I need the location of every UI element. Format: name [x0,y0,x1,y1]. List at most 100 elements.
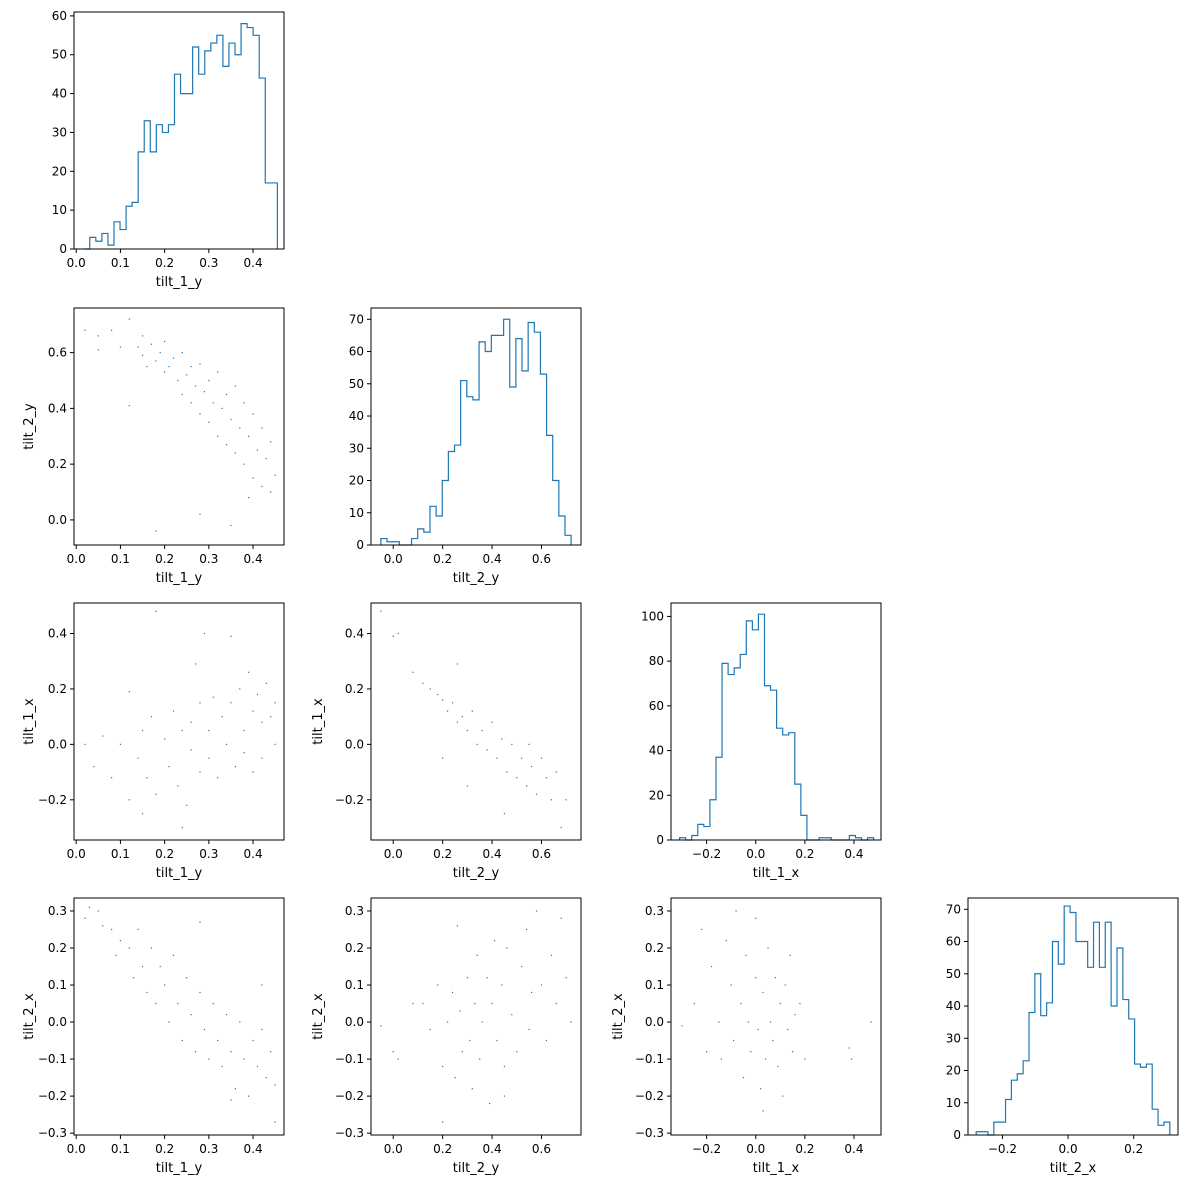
scatter-point [392,635,394,637]
scatter-point [550,799,552,801]
scatter-point [181,393,183,396]
scatter-point [164,984,166,986]
scatter-point [141,965,144,968]
scatter-point [784,984,786,986]
y-tick-label: 50 [52,48,67,62]
scatter-point [270,716,272,718]
y-tick-label: 30 [349,441,364,455]
y-tick-label: 0.3 [345,904,364,918]
scatter-point [274,702,276,704]
y-tick-label: 40 [52,87,67,101]
histogram-step-line [380,318,572,546]
scatter-point [212,1002,214,1005]
scatter-point [511,1014,513,1016]
x-tick-label: 0.4 [844,1142,863,1156]
x-axis-label: tilt_1_y [156,275,203,290]
scatter-point [146,991,148,994]
x-tick-label: 0.0 [384,847,403,861]
axes-frame [670,602,882,841]
scatter-point [848,1047,850,1049]
scatter-point [252,710,254,712]
scatter-point [239,1021,241,1023]
scatter-point [261,485,263,488]
histogram-panel-tilt_2_y: 0.0 0.2 0.4 0.6 0 10 20 30 40 50 60 70 tilt_2_y [349,307,582,586]
x-tick-label: 0.6 [532,552,551,566]
axes-frame [370,897,582,1136]
scatter-point [782,1095,784,1097]
axes-background [74,12,284,249]
scatter-point [208,1058,210,1060]
y-tick-label: 0.2 [48,941,67,955]
scatter-point [110,928,113,931]
scatter-point [97,335,99,337]
scatter-point [380,610,382,612]
scatter-point [397,632,399,635]
scatter-point [730,984,732,986]
scatter-point [274,474,276,476]
scatter-point [128,799,130,801]
scatter-point [137,928,139,931]
axes-background [671,898,881,1135]
scatter-point [501,738,503,740]
scatter-point [256,1065,259,1068]
scatter-point [429,1028,431,1031]
scatter-point [190,365,192,368]
y-tick-label: 0 [356,538,364,552]
scatter-point [733,1039,735,1042]
scatter-point [177,785,179,787]
scatter-point [270,491,272,493]
scatter-point [230,418,232,421]
scatter-point [755,977,757,979]
scatter-point [506,947,508,949]
scatter-point [261,427,263,429]
x-tick-label: 0.2 [155,847,174,861]
y-tick-label: 10 [349,506,364,520]
y-tick-label: 40 [649,744,664,758]
scatter-point [265,1077,267,1079]
scatter-point [190,1014,192,1016]
axes-frame [967,897,1179,1136]
scatter-point [203,1028,206,1031]
y-tick-label: −0.2 [335,793,364,807]
scatter-point [469,1039,471,1042]
scatter-point [496,1039,498,1042]
scatter-point [511,743,513,745]
scatter-point [110,329,113,331]
scatter-point [194,385,197,387]
scatter-point [437,984,439,986]
scatter-point [221,1065,223,1068]
x-tick-label: 0.0 [746,1142,765,1156]
scatter-point [243,752,245,754]
y-tick-label: 10 [52,203,67,217]
scatter-point [168,765,170,768]
scatter-point [750,1051,752,1053]
y-tick-label: 80 [649,654,664,668]
scatter-point [774,977,776,979]
y-tick-label: −0.3 [335,1126,364,1140]
scatter-point [186,804,188,806]
scatter-point [256,693,259,696]
scatter-point [248,671,250,673]
y-tick-label: 40 [946,999,961,1013]
x-axis-label: tilt_2_y [453,1161,500,1176]
x-tick-label: 0.1 [111,256,130,270]
y-tick-label: 20 [946,1064,961,1078]
scatter-point [565,977,567,979]
scatter-point [252,477,254,479]
scatter-point [181,729,183,732]
x-tick-label: 0.4 [483,847,502,861]
scatter-point [456,663,459,665]
y-tick-label: 0.0 [48,513,67,527]
scatter-point [234,385,236,387]
y-axis-label: tilt_2_x [22,993,37,1040]
x-tick-label: 0.4 [244,847,263,861]
x-tick-label: 0.6 [532,1142,551,1156]
axes-frame [370,307,582,546]
y-axis-label: tilt_2_x [611,993,626,1040]
axes-background [74,603,284,840]
scatter-point [466,977,468,979]
scatter-point [181,1039,183,1042]
scatter-point [442,1121,444,1123]
scatter-point [555,771,557,773]
